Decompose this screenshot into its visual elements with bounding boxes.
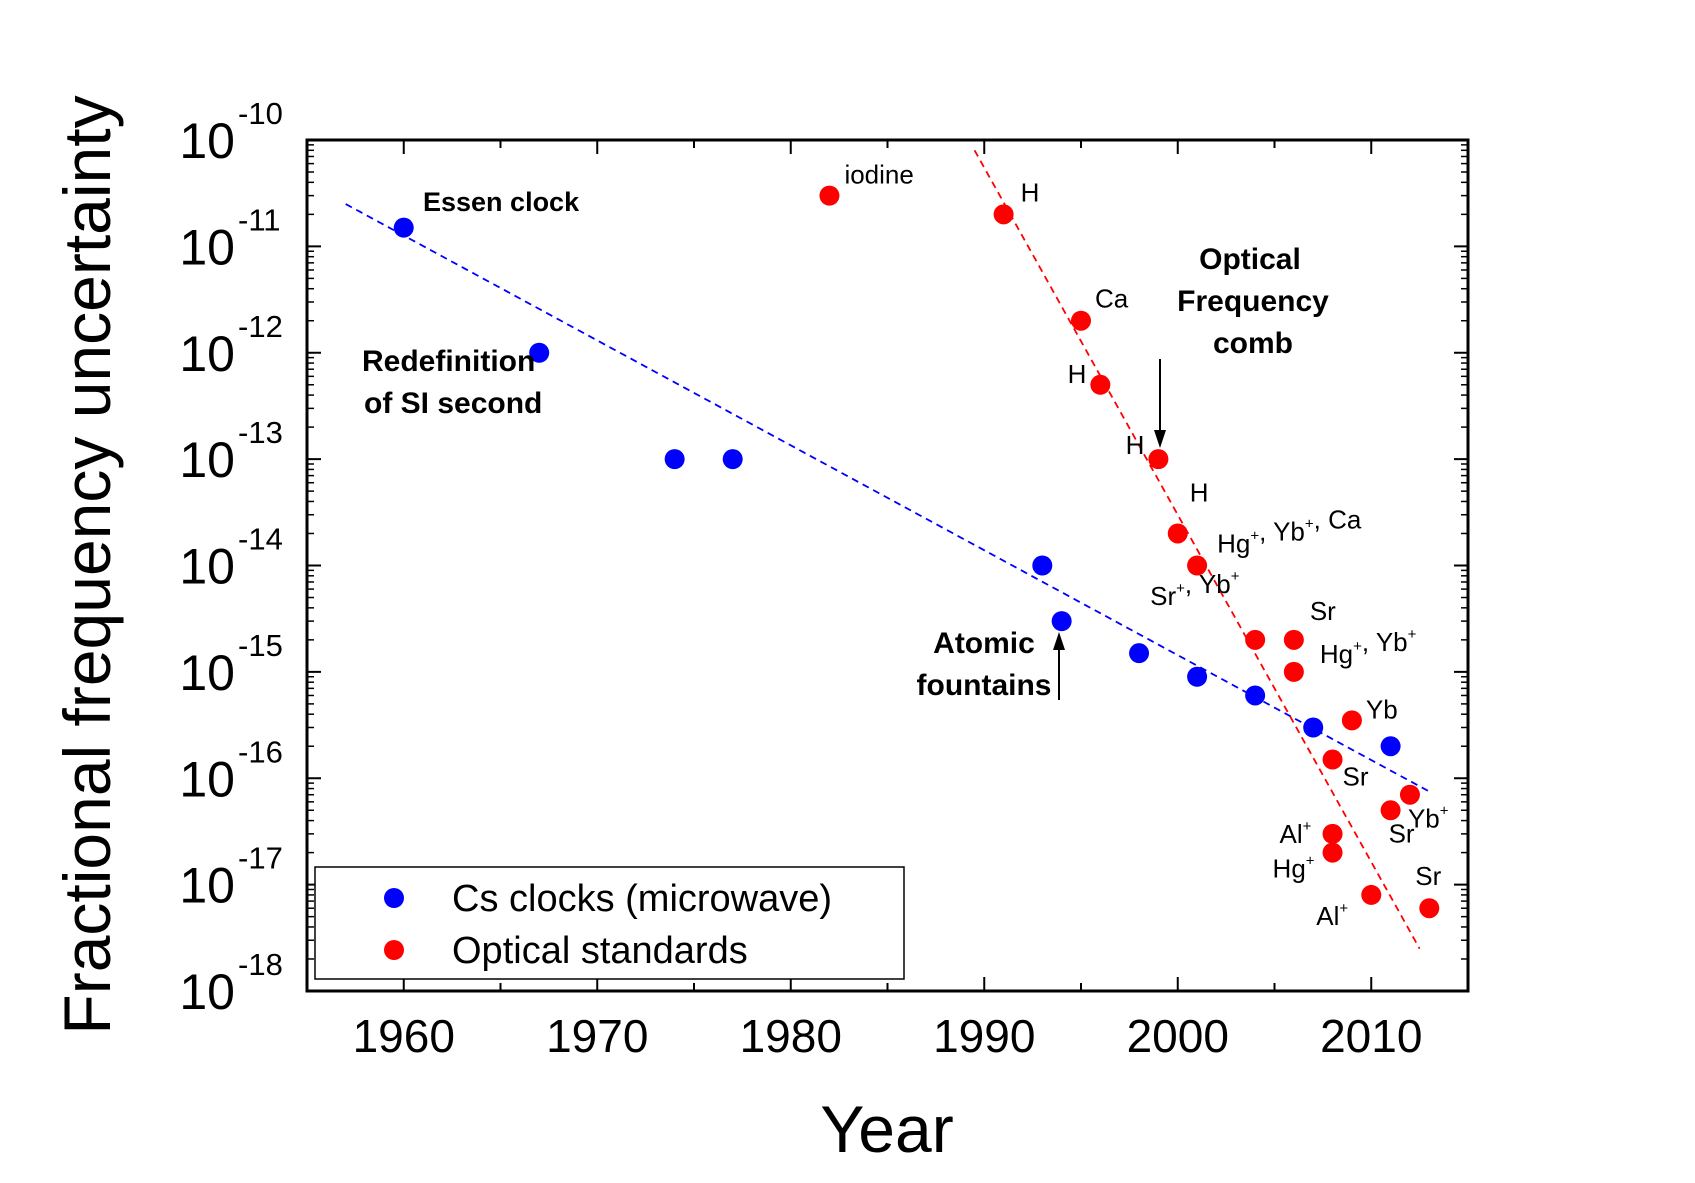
x-tick-label: 1960 bbox=[353, 1010, 455, 1062]
annotation-comb-3: comb bbox=[1213, 327, 1293, 360]
optical-point bbox=[819, 185, 840, 206]
annotation-fountains-2: fountains bbox=[917, 669, 1052, 702]
x-axis-title: Year bbox=[820, 1092, 953, 1166]
cs-point bbox=[393, 217, 414, 238]
comb-arrow-head bbox=[1154, 430, 1166, 448]
optical-point bbox=[1283, 661, 1304, 682]
optical-point-label: Al+ bbox=[1280, 818, 1312, 849]
legend-box bbox=[314, 866, 905, 980]
annotation-fountains-1: Atomic bbox=[933, 627, 1035, 660]
optical-point bbox=[1361, 884, 1382, 905]
optical-point-label: Sr bbox=[1343, 762, 1369, 792]
optical-point-label: Hg+, Yb+, Ca bbox=[1217, 505, 1362, 559]
cs-point bbox=[1187, 666, 1208, 687]
x-tick-label: 1980 bbox=[740, 1010, 842, 1062]
optical-point bbox=[1071, 310, 1091, 331]
y-tick-label-base: 10 bbox=[179, 326, 235, 382]
optical-point bbox=[1167, 523, 1188, 544]
y-tick-labels: 10-1010-1110-1210-1310-1410-1510-1610-17… bbox=[179, 96, 282, 1020]
y-tick-label-base: 10 bbox=[179, 432, 235, 488]
optical-point bbox=[1380, 800, 1401, 821]
optical-point bbox=[1245, 629, 1266, 650]
cs-point bbox=[1051, 611, 1072, 632]
optical-point bbox=[1148, 449, 1169, 470]
y-tick-label-base: 10 bbox=[179, 219, 235, 275]
optical-point-label: iodine bbox=[844, 160, 913, 190]
y-tick-label-exp: -10 bbox=[238, 96, 283, 131]
cs-point bbox=[1380, 736, 1401, 757]
optical-point bbox=[1090, 374, 1111, 395]
trend-lines bbox=[345, 149, 1430, 950]
y-tick-label-exp: -18 bbox=[238, 947, 283, 982]
legend-marker-optical bbox=[384, 940, 404, 960]
optical-point bbox=[993, 204, 1014, 225]
x-tick-label: 2000 bbox=[1127, 1010, 1229, 1062]
optical-point bbox=[1322, 749, 1343, 770]
plot-frame bbox=[305, 138, 1470, 993]
optical-point-label: H bbox=[1021, 177, 1040, 207]
optical-point-label: H bbox=[1190, 477, 1209, 507]
y-tick-label-base: 10 bbox=[179, 113, 235, 169]
y-tick-label-base: 10 bbox=[179, 858, 235, 914]
optical-point bbox=[1399, 784, 1420, 805]
optical-point-label: Sr+, Yb+ bbox=[1150, 568, 1240, 611]
optical-point-label: Al+ bbox=[1316, 900, 1348, 931]
optical-point bbox=[1322, 823, 1343, 844]
y-tick-label-base: 10 bbox=[179, 751, 235, 807]
x-tick-label: 1970 bbox=[546, 1010, 648, 1062]
annotation-comb-1: Optical bbox=[1199, 243, 1301, 276]
data-points bbox=[393, 185, 1440, 919]
legend: Cs clocks (microwave) Optical standards bbox=[314, 866, 905, 980]
y-tick-label-exp: -14 bbox=[238, 522, 283, 557]
optical-point-label: Yb+ bbox=[1408, 803, 1449, 834]
optical-point-label: H bbox=[1126, 430, 1145, 460]
y-tick-label-base: 10 bbox=[179, 964, 235, 1020]
y-tick-label-exp: -17 bbox=[238, 841, 283, 876]
optical-point bbox=[1187, 555, 1208, 576]
annotation-essen: Essen clock bbox=[423, 187, 580, 217]
cs-point bbox=[722, 449, 743, 470]
optical-point-label: Ca bbox=[1095, 284, 1129, 314]
cs-point bbox=[1303, 717, 1324, 738]
optical-point bbox=[1283, 629, 1304, 650]
optical-point-label: Sr bbox=[1389, 818, 1415, 848]
y-tick-label-exp: -13 bbox=[238, 415, 283, 450]
optical-trend-line bbox=[973, 149, 1421, 950]
y-tick-label-base: 10 bbox=[179, 645, 235, 701]
optical-point bbox=[1419, 898, 1440, 919]
y-axis-title: Fractional frequency uncertainty bbox=[50, 95, 124, 1034]
optical-point-label: Sr bbox=[1415, 861, 1441, 891]
x-tick-label: 1990 bbox=[933, 1010, 1035, 1062]
x-tick-labels: 1960 1970 1980 1990 2000 2010 bbox=[353, 1010, 1423, 1062]
fountains-arrow-head bbox=[1053, 632, 1065, 650]
cs-trend-line bbox=[345, 203, 1430, 793]
y-tick-label-exp: -12 bbox=[238, 309, 283, 344]
annotation-redefinition-1: Redefinition bbox=[362, 345, 535, 378]
y-tick-label-exp: -15 bbox=[238, 628, 283, 663]
optical-point-label: Sr bbox=[1310, 596, 1336, 626]
legend-label-optical: Optical standards bbox=[452, 930, 748, 972]
y-tick-label-exp: -11 bbox=[238, 202, 281, 237]
optical-point-label: Hg+, Yb+ bbox=[1320, 626, 1417, 669]
cs-point bbox=[529, 342, 550, 363]
optical-point bbox=[1322, 842, 1343, 863]
y-tick-label-base: 10 bbox=[179, 539, 235, 595]
optical-point-label: Yb bbox=[1366, 694, 1398, 724]
annotation-comb-2: Frequency bbox=[1177, 285, 1329, 318]
y-tick-label-exp: -16 bbox=[238, 734, 283, 769]
cs-point bbox=[1129, 643, 1150, 664]
optical-point-label: H bbox=[1068, 359, 1087, 389]
cs-point bbox=[1032, 555, 1053, 576]
legend-marker-cs bbox=[384, 888, 404, 908]
cs-point bbox=[664, 449, 685, 470]
optical-point bbox=[1341, 710, 1362, 731]
x-tick-label: 2010 bbox=[1320, 1010, 1422, 1062]
annotation-redefinition-2: of SI second bbox=[364, 387, 542, 420]
cs-point bbox=[1245, 685, 1266, 706]
legend-label-cs: Cs clocks (microwave) bbox=[452, 878, 832, 920]
optical-point-label: Hg+ bbox=[1273, 853, 1315, 884]
